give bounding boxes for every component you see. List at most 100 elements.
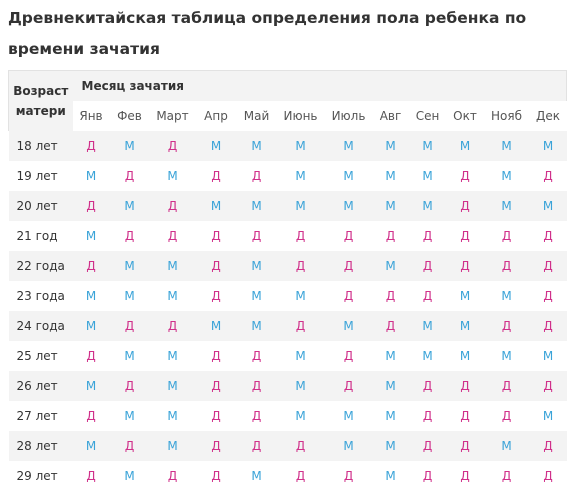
- boy-cell: М: [72, 161, 110, 191]
- girl-cell: Д: [324, 371, 373, 401]
- girl-cell: Д: [408, 431, 447, 461]
- girl-cell: Д: [195, 431, 237, 461]
- girl-cell: Д: [446, 221, 484, 251]
- boy-cell: М: [372, 161, 409, 191]
- girl-cell: Д: [324, 341, 373, 371]
- girl-cell: Д: [483, 311, 530, 341]
- mother-age-cell: 28 лет: [8, 431, 73, 461]
- girl-cell: Д: [483, 371, 530, 401]
- girl-cell: Д: [109, 161, 150, 191]
- girl-cell: Д: [529, 221, 567, 251]
- boy-cell: М: [372, 401, 409, 431]
- table-row: 25 лет Д М М Д Д М Д М М М М М: [8, 341, 567, 371]
- month-header-cell: Июнь: [283, 109, 318, 123]
- boy-cell: М: [149, 161, 196, 191]
- gender-table: Возраст матери Месяц зачатия Янв Фев Март А…: [8, 70, 568, 491]
- girl-cell: Д: [372, 311, 409, 341]
- girl-cell: Д: [324, 221, 373, 251]
- mother-age-cell: 23 года: [8, 281, 73, 311]
- girl-cell: Д: [149, 191, 196, 221]
- boy-cell: М: [72, 371, 110, 401]
- girl-cell: Д: [109, 311, 150, 341]
- girl-cell: Д: [236, 371, 277, 401]
- month-header-cell: Апр: [204, 109, 228, 123]
- boy-cell: М: [372, 461, 409, 491]
- girl-cell: Д: [529, 251, 567, 281]
- month-header-cell: Окт: [453, 109, 477, 123]
- boy-cell: М: [109, 251, 150, 281]
- boy-cell: М: [408, 161, 447, 191]
- boy-cell: М: [372, 191, 409, 221]
- month-header-cell: Сен: [415, 109, 440, 123]
- girl-cell: Д: [529, 311, 567, 341]
- girl-cell: Д: [446, 431, 484, 461]
- girl-cell: Д: [195, 341, 237, 371]
- girl-cell: Д: [236, 401, 277, 431]
- boy-cell: М: [149, 281, 196, 311]
- boy-cell: М: [276, 401, 325, 431]
- girl-cell: Д: [408, 251, 447, 281]
- boy-cell: М: [72, 431, 110, 461]
- table-row: 21 год М Д Д Д Д Д Д Д Д Д Д Д: [8, 221, 567, 251]
- boy-cell: М: [109, 341, 150, 371]
- girl-cell: Д: [276, 461, 325, 491]
- girl-cell: Д: [149, 461, 196, 491]
- girl-cell: Д: [408, 221, 447, 251]
- mother-age-cell: 24 года: [8, 311, 73, 341]
- girl-cell: Д: [72, 401, 110, 431]
- girl-cell: Д: [149, 131, 196, 161]
- girl-cell: Д: [372, 221, 409, 251]
- month-header-cell: Фев: [117, 109, 142, 123]
- table-row: 27 лет Д М М Д Д М М М Д Д Д М: [8, 401, 567, 431]
- table-row: 18 лет Д М Д М М М М М М М М М: [8, 131, 567, 161]
- girl-cell: Д: [195, 371, 237, 401]
- boy-cell: М: [149, 251, 196, 281]
- boy-cell: М: [483, 281, 530, 311]
- boy-cell: М: [483, 431, 530, 461]
- boy-cell: М: [529, 131, 567, 161]
- table-row: 19 лет М Д М Д Д М М М М Д М Д: [8, 161, 567, 191]
- girl-cell: Д: [446, 161, 484, 191]
- girl-cell: Д: [483, 251, 530, 281]
- girl-cell: Д: [149, 311, 196, 341]
- boy-cell: М: [372, 341, 409, 371]
- table-row: 24 года М Д Д М М Д М Д М М Д Д: [8, 311, 567, 341]
- boy-cell: М: [236, 191, 277, 221]
- boy-cell: М: [446, 311, 484, 341]
- girl-cell: Д: [483, 401, 530, 431]
- girl-cell: Д: [446, 401, 484, 431]
- girl-cell: Д: [446, 191, 484, 221]
- boy-cell: М: [276, 131, 325, 161]
- boy-cell: М: [483, 161, 530, 191]
- boy-cell: М: [236, 461, 277, 491]
- girl-cell: Д: [276, 431, 325, 461]
- boy-cell: М: [408, 131, 447, 161]
- table-row: 26 лет М Д М Д Д М Д М Д Д Д Д: [8, 371, 567, 401]
- mother-age-cell: 18 лет: [8, 131, 73, 161]
- boy-cell: М: [483, 191, 530, 221]
- boy-cell: М: [372, 251, 409, 281]
- girl-cell: Д: [372, 281, 409, 311]
- boy-cell: М: [529, 191, 567, 221]
- boy-cell: М: [324, 401, 373, 431]
- mother-age-cell: 26 лет: [8, 371, 73, 401]
- boy-cell: М: [72, 221, 110, 251]
- month-header-cell: Май: [243, 109, 270, 123]
- boy-cell: М: [372, 431, 409, 461]
- boy-cell: М: [372, 371, 409, 401]
- mother-age-cell: 22 года: [8, 251, 73, 281]
- boy-cell: М: [529, 401, 567, 431]
- month-header-row: Янв Фев Март Апр Май Июнь Июль Авг Сен Окт Нояб Дек: [9, 101, 567, 131]
- boy-cell: М: [236, 131, 277, 161]
- boy-cell: М: [149, 341, 196, 371]
- boy-cell: М: [195, 131, 237, 161]
- boy-cell: М: [276, 371, 325, 401]
- boy-cell: М: [529, 341, 567, 371]
- boy-cell: М: [408, 311, 447, 341]
- month-header-cell: Март: [156, 109, 189, 123]
- girl-cell: Д: [149, 221, 196, 251]
- girl-cell: Д: [446, 371, 484, 401]
- table-row: 23 года М М М Д М М Д Д Д М М Д: [8, 281, 567, 311]
- girl-cell: Д: [236, 341, 277, 371]
- boy-cell: М: [72, 281, 110, 311]
